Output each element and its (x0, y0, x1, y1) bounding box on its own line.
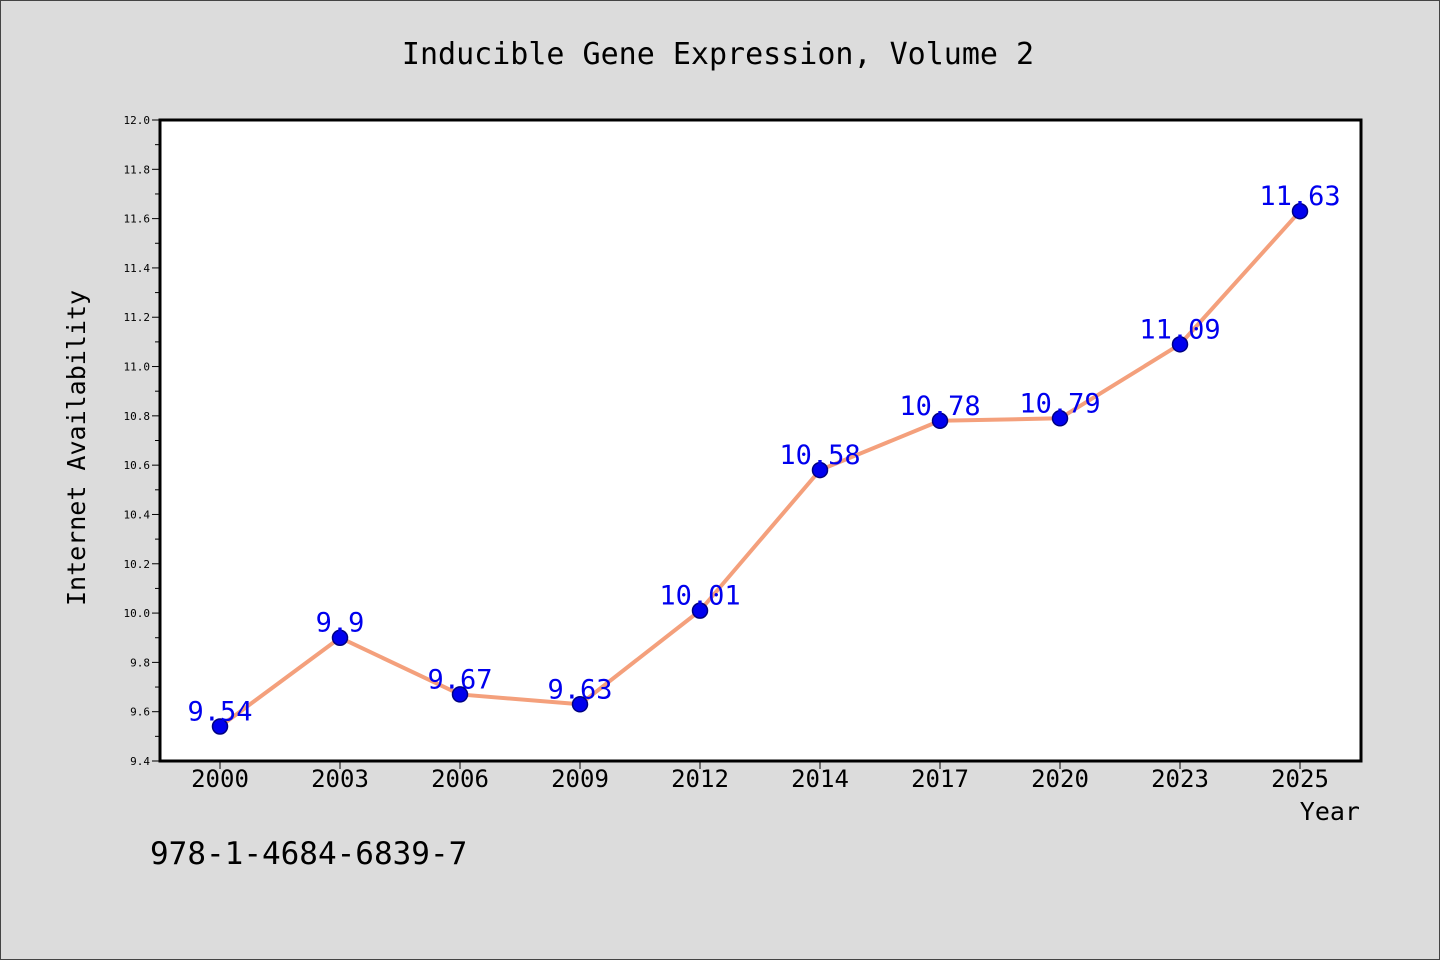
x-axis-label: Year (1300, 797, 1360, 826)
data-label: 9.54 (187, 696, 252, 727)
data-point (451, 686, 469, 703)
x-tick-label: 2014 (791, 765, 849, 793)
x-tick-label: 2003 (311, 765, 369, 793)
data-point (691, 602, 709, 619)
y-tick-label: 12.0 (124, 114, 151, 127)
plot-area (160, 120, 1361, 761)
data-point (1171, 336, 1189, 353)
y-tick-label: 11.8 (124, 163, 151, 176)
y-tick-label: 11.6 (124, 213, 151, 226)
data-point (931, 412, 949, 430)
data-point (811, 461, 829, 479)
isbn-text: 978-1-4684-6839-7 (150, 836, 467, 872)
y-tick-label: 10.6 (124, 459, 151, 472)
x-tick-label: 2006 (431, 765, 489, 793)
plot-frame (158, 118, 1363, 763)
data-label: 10.58 (779, 440, 860, 471)
y-tick-label: 10.0 (124, 607, 151, 620)
y-tick-label: 9.8 (130, 656, 150, 669)
y-tick-label: 11.4 (124, 262, 151, 275)
y-axis-label: Internet Availability (62, 290, 91, 606)
y-axis: 9.4 9.6 9.8 10.0 10.2 10.4 10.6 10.8 11.0 11.2 11.… (124, 114, 160, 768)
x-tick-label: 2023 (1151, 765, 1209, 793)
chart-title: Inducible Gene Expression, Volume 2 (402, 37, 1034, 72)
y-tick-label: 9.4 (130, 755, 150, 768)
data-label: 10.78 (899, 391, 980, 422)
x-tick-label: 2020 (1031, 765, 1089, 793)
data-label: 10.79 (1019, 388, 1100, 419)
data-label-layer: 9.54 9.9 9.67 9.63 10.01 10.58 10.78 10.79 11.09… (187, 181, 1340, 727)
x-tick-label: 2012 (671, 765, 729, 793)
series-line-layer (211, 202, 1309, 735)
y-tick-label: 10.8 (124, 410, 151, 423)
series-line (218, 209, 1302, 729)
data-label: 9.67 (427, 664, 492, 695)
y-tick-label: 11.2 (124, 311, 151, 324)
data-point (1051, 410, 1069, 427)
data-point (331, 629, 349, 646)
x-tick-label: 2025 (1271, 765, 1329, 793)
x-tick-label: 2009 (551, 765, 609, 793)
data-label: 10.01 (659, 581, 740, 612)
data-label: 9.9 (316, 608, 365, 639)
data-label: 9.63 (547, 674, 612, 705)
data-label: 11.09 (1139, 314, 1220, 345)
data-point (571, 696, 589, 713)
data-label: 11.63 (1259, 181, 1340, 212)
y-tick-label: 10.4 (124, 508, 151, 521)
y-tick-label: 10.2 (124, 558, 151, 571)
y-tick-label: 9.6 (130, 706, 150, 719)
x-axis: 2000 2003 2006 2009 2012 2014 2017 2020 2023 2025 (191, 761, 1329, 793)
x-tick-label: 2000 (191, 765, 249, 793)
y-tick-label: 11.0 (124, 361, 151, 374)
x-tick-label: 2017 (911, 765, 969, 793)
data-point (211, 718, 229, 735)
data-point (1291, 202, 1309, 220)
